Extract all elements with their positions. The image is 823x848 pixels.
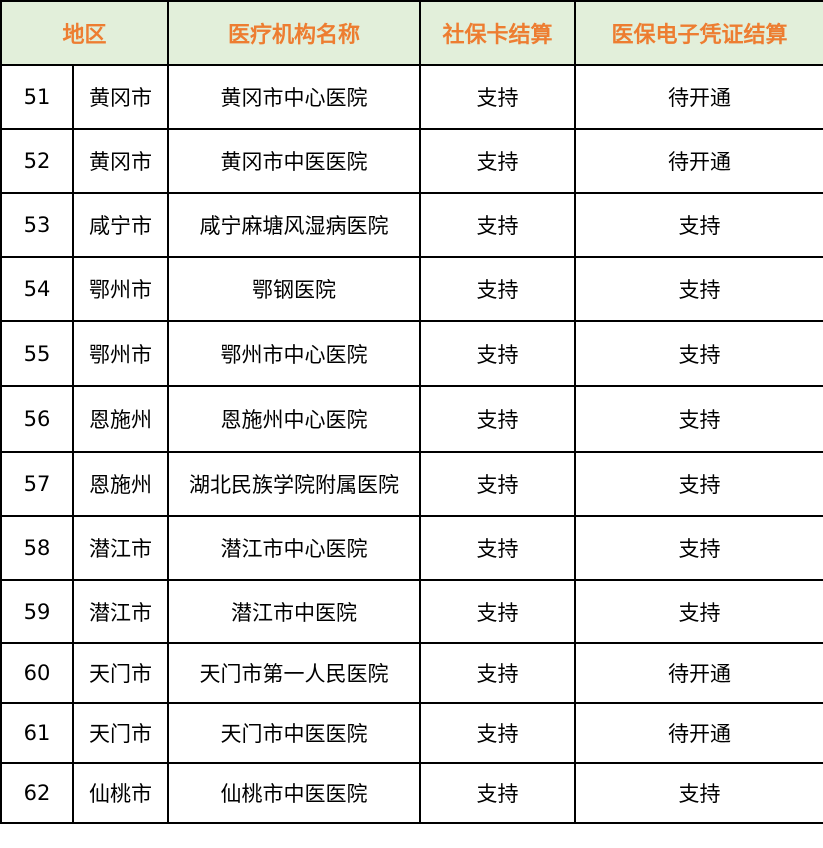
hospital-table: 地区 医疗机构名称 社保卡结算 医保电子凭证结算 51 黄冈市 黄冈市中心医院 支持待… [0,0,823,824]
header-institution: 医疗机构名称 [167,0,422,66]
institution-cell: 鄂钢医院 [167,256,422,322]
ecert-settlement-cell: 支持 [574,256,823,322]
row-number: 51 [0,64,74,130]
institution-cell: 黄冈市中医医院 [167,128,422,194]
region-cell: 天门市 [71,642,170,704]
region-cell: 潜江市 [71,515,170,581]
ecert-settlement-cell: 待开通 [574,702,823,764]
table-row: 51 黄冈市 黄冈市中心医院 支持 待开通 [0,64,823,130]
card-settlement-cell: 支持 [419,128,577,194]
institution-cell: 鄂州市中心医院 [167,320,422,387]
card-settlement-cell: 支持 [419,762,577,824]
card-settlement-cell: 支持 [419,256,577,322]
card-settlement-cell: 支持 [419,64,577,130]
institution-cell: 天门市中医医院 [167,702,422,764]
ecert-settlement-cell: 支持 [574,762,823,824]
table-row: 62 仙桃市 仙桃市中医医院 支持 支持 [0,762,823,824]
ecert-settlement-cell: 支持 [574,320,823,387]
institution-cell: 潜江市中医院 [167,579,422,644]
card-settlement-cell: 支持 [419,515,577,581]
region-cell: 恩施州 [71,451,170,517]
region-cell: 鄂州市 [71,256,170,322]
table-row: 54 鄂州市 鄂钢医院 支持 支持 [0,256,823,322]
table-row: 57 恩施州 湖北民族学院附属医院 支持 支持 [0,451,823,517]
ecert-settlement-cell: 支持 [574,451,823,517]
table-row: 61 天门市 天门市中医医院 支持 待开通 [0,702,823,764]
region-cell: 鄂州市 [71,320,170,387]
table-row: 60 天门市 天门市第一人民医院 支持 待开通 [0,642,823,704]
institution-cell: 仙桃市中医医院 [167,762,422,824]
region-cell: 黄冈市 [71,64,170,130]
ecert-settlement-cell: 支持 [574,192,823,258]
card-settlement-cell: 支持 [419,192,577,258]
row-number: 62 [0,762,74,824]
ecert-settlement-cell: 支持 [574,579,823,644]
region-cell: 咸宁市 [71,192,170,258]
header-card-settlement: 社保卡结算 [419,0,577,66]
row-number: 52 [0,128,74,194]
card-settlement-cell: 支持 [419,451,577,517]
institution-cell: 天门市第一人民医院 [167,642,422,704]
region-cell: 黄冈市 [71,128,170,194]
card-settlement-cell: 支持 [419,702,577,764]
row-number: 60 [0,642,74,704]
header-ecert-settlement: 医保电子凭证结算 [574,0,823,66]
row-number: 61 [0,702,74,764]
card-settlement-cell: 支持 [419,579,577,644]
ecert-settlement-cell: 待开通 [574,64,823,130]
row-number: 56 [0,385,74,453]
ecert-settlement-cell: 支持 [574,515,823,581]
institution-cell: 黄冈市中心医院 [167,64,422,130]
header-row: 地区 医疗机构名称 社保卡结算 医保电子凭证结算 [0,0,823,66]
header-region: 地区 [0,0,170,66]
card-settlement-cell: 支持 [419,320,577,387]
row-number: 53 [0,192,74,258]
row-number: 55 [0,320,74,387]
row-number: 54 [0,256,74,322]
card-settlement-cell: 支持 [419,642,577,704]
region-cell: 恩施州 [71,385,170,453]
ecert-settlement-cell: 支持 [574,385,823,453]
row-number: 57 [0,451,74,517]
row-number: 58 [0,515,74,581]
row-number: 59 [0,579,74,644]
region-cell: 潜江市 [71,579,170,644]
ecert-settlement-cell: 待开通 [574,128,823,194]
table-row: 59 潜江市 潜江市中医院 支持 支持 [0,579,823,644]
region-cell: 天门市 [71,702,170,764]
ecert-settlement-cell: 待开通 [574,642,823,704]
institution-cell: 潜江市中心医院 [167,515,422,581]
table-row: 55 鄂州市 鄂州市中心医院 支持 支持 [0,320,823,387]
table-row: 58 潜江市 潜江市中心医院 支持 支持 [0,515,823,581]
region-cell: 仙桃市 [71,762,170,824]
institution-cell: 咸宁麻塘风湿病医院 [167,192,422,258]
table-row: 53 咸宁市 咸宁麻塘风湿病医院 支持 支持 [0,192,823,258]
institution-cell: 湖北民族学院附属医院 [167,451,422,517]
institution-cell: 恩施州中心医院 [167,385,422,453]
table-row: 52 黄冈市 黄冈市中医医院 支持 待开通 [0,128,823,194]
card-settlement-cell: 支持 [419,385,577,453]
table-row: 56 恩施州 恩施州中心医院 支持 支持 [0,385,823,453]
